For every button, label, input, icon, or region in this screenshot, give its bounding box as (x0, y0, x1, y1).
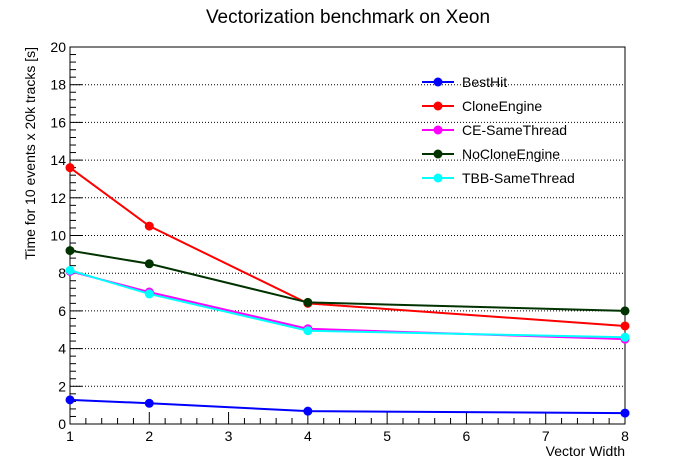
series-line (69, 398, 626, 415)
data-point (65, 163, 75, 173)
data-point (620, 332, 630, 342)
y-tick-label: 16 (50, 114, 66, 130)
x-tick-label: 8 (621, 428, 629, 444)
legend: BestHit CloneEngine CE-SameThread NoCloneEn… (422, 74, 575, 186)
data-point (144, 221, 154, 231)
x-tick-label: 7 (542, 428, 550, 444)
x-axis-label: Vector Width (546, 443, 625, 459)
legend-entry: CE-SameThread (422, 122, 567, 138)
y-tick-label: 10 (50, 228, 66, 244)
data-point (620, 408, 630, 418)
y-tick-label: 14 (50, 152, 66, 168)
data-point (65, 246, 75, 256)
y-tick-label: 4 (58, 341, 66, 357)
data-point (620, 321, 630, 331)
x-tick-label: 1 (66, 428, 74, 444)
series-besthit (65, 395, 630, 418)
legend-label: BestHit (462, 74, 507, 90)
data-point (144, 398, 154, 408)
legend-marker (433, 173, 443, 183)
legend-label: TBB-SameThread (462, 170, 575, 186)
series-line (69, 269, 626, 339)
legend-marker (433, 101, 443, 111)
data-point (144, 289, 154, 299)
x-tick-label: 2 (145, 428, 153, 444)
y-tick-label: 20 (50, 39, 66, 55)
data-point (620, 306, 630, 316)
chart-title: Vectorization benchmark on Xeon (206, 7, 490, 28)
data-point (303, 297, 313, 307)
y-axis-label: Time for 10 events x 20k tracks [s] (22, 47, 38, 260)
legend-marker (433, 125, 443, 135)
x-tick-label: 3 (225, 428, 233, 444)
x-tick-label: 5 (383, 428, 391, 444)
data-point (65, 395, 75, 405)
data-point (303, 406, 313, 416)
series-nocloneengine (65, 245, 630, 316)
legend-entry: CloneEngine (422, 98, 542, 114)
legend-marker (433, 77, 443, 87)
x-tick-label: 4 (304, 428, 312, 444)
series-line (69, 166, 626, 327)
x-tick-label: 6 (463, 428, 471, 444)
series-tbb-samethread (65, 265, 630, 342)
legend-label: CloneEngine (462, 98, 542, 114)
legend-label: CE-SameThread (462, 122, 567, 138)
series-cloneengine (65, 162, 630, 331)
y-tick-label: 18 (50, 77, 66, 93)
series-layer (65, 162, 630, 418)
legend-label: NoCloneEngine (462, 146, 560, 162)
legend-entry: BestHit (422, 74, 507, 90)
y-tick-label: 12 (50, 190, 66, 206)
y-tick-label: 8 (58, 265, 66, 281)
data-point (144, 259, 154, 269)
legend-entry: TBB-SameThread (422, 170, 575, 186)
grid (70, 84, 625, 387)
legend-entry: NoCloneEngine (422, 146, 560, 162)
series-line (69, 249, 626, 312)
y-tick-label: 0 (58, 416, 66, 432)
legend-marker (433, 149, 443, 159)
y-tick-label: 2 (58, 378, 66, 394)
data-point (65, 265, 75, 275)
y-tick-label: 6 (58, 303, 66, 319)
data-point (303, 326, 313, 336)
